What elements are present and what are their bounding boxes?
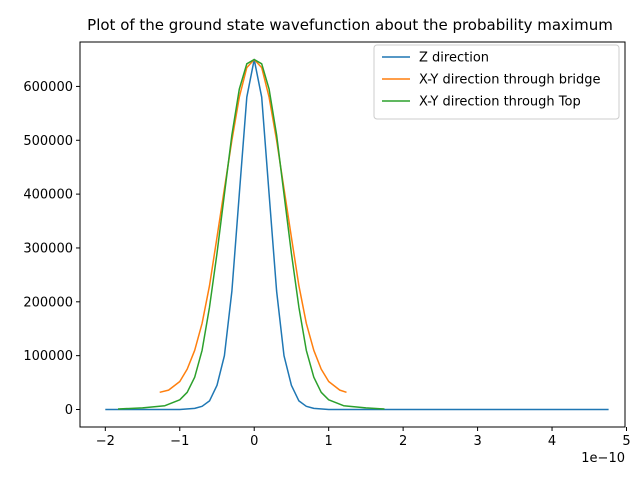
legend-label: X-Y direction through bridge	[419, 73, 601, 88]
series-layer	[105, 58, 609, 411]
x-tick-label: −1	[170, 434, 189, 449]
x-tick-label: 3	[473, 434, 481, 449]
series-line	[105, 58, 609, 411]
legend-label: X-Y direction through Top	[419, 95, 581, 110]
axes-frame	[79, 41, 626, 428]
x-axis-offset-label: 1e−10	[581, 451, 625, 466]
legend-box	[373, 44, 620, 120]
x-tick-label: 4	[548, 434, 556, 449]
x-tick-label: 1	[325, 434, 333, 449]
chart-title: Plot of the ground state wavefunction ab…	[87, 16, 613, 34]
legend-label: Z direction	[419, 51, 489, 66]
y-tick-label: 0	[65, 403, 73, 418]
legend: Z direction X-Y direction through bridge X…	[373, 44, 620, 120]
series-line	[159, 58, 347, 394]
y-axis: 0 100000 200000 300000 400000 500000 600000	[23, 80, 80, 418]
y-tick-label: 100000	[23, 349, 73, 364]
series-line	[117, 58, 385, 410]
x-axis: −2 −1 0 1 2 3 4 5	[96, 427, 631, 449]
y-tick-label: 200000	[23, 295, 73, 310]
y-tick-label: 600000	[23, 80, 73, 95]
y-tick-label: 500000	[23, 134, 73, 149]
x-tick-label: −2	[96, 434, 115, 449]
y-tick-label: 300000	[23, 241, 73, 256]
x-tick-label: 0	[250, 434, 258, 449]
y-tick-label: 400000	[23, 188, 73, 203]
x-tick-label: 5	[622, 434, 630, 449]
x-tick-label: 2	[399, 434, 407, 449]
